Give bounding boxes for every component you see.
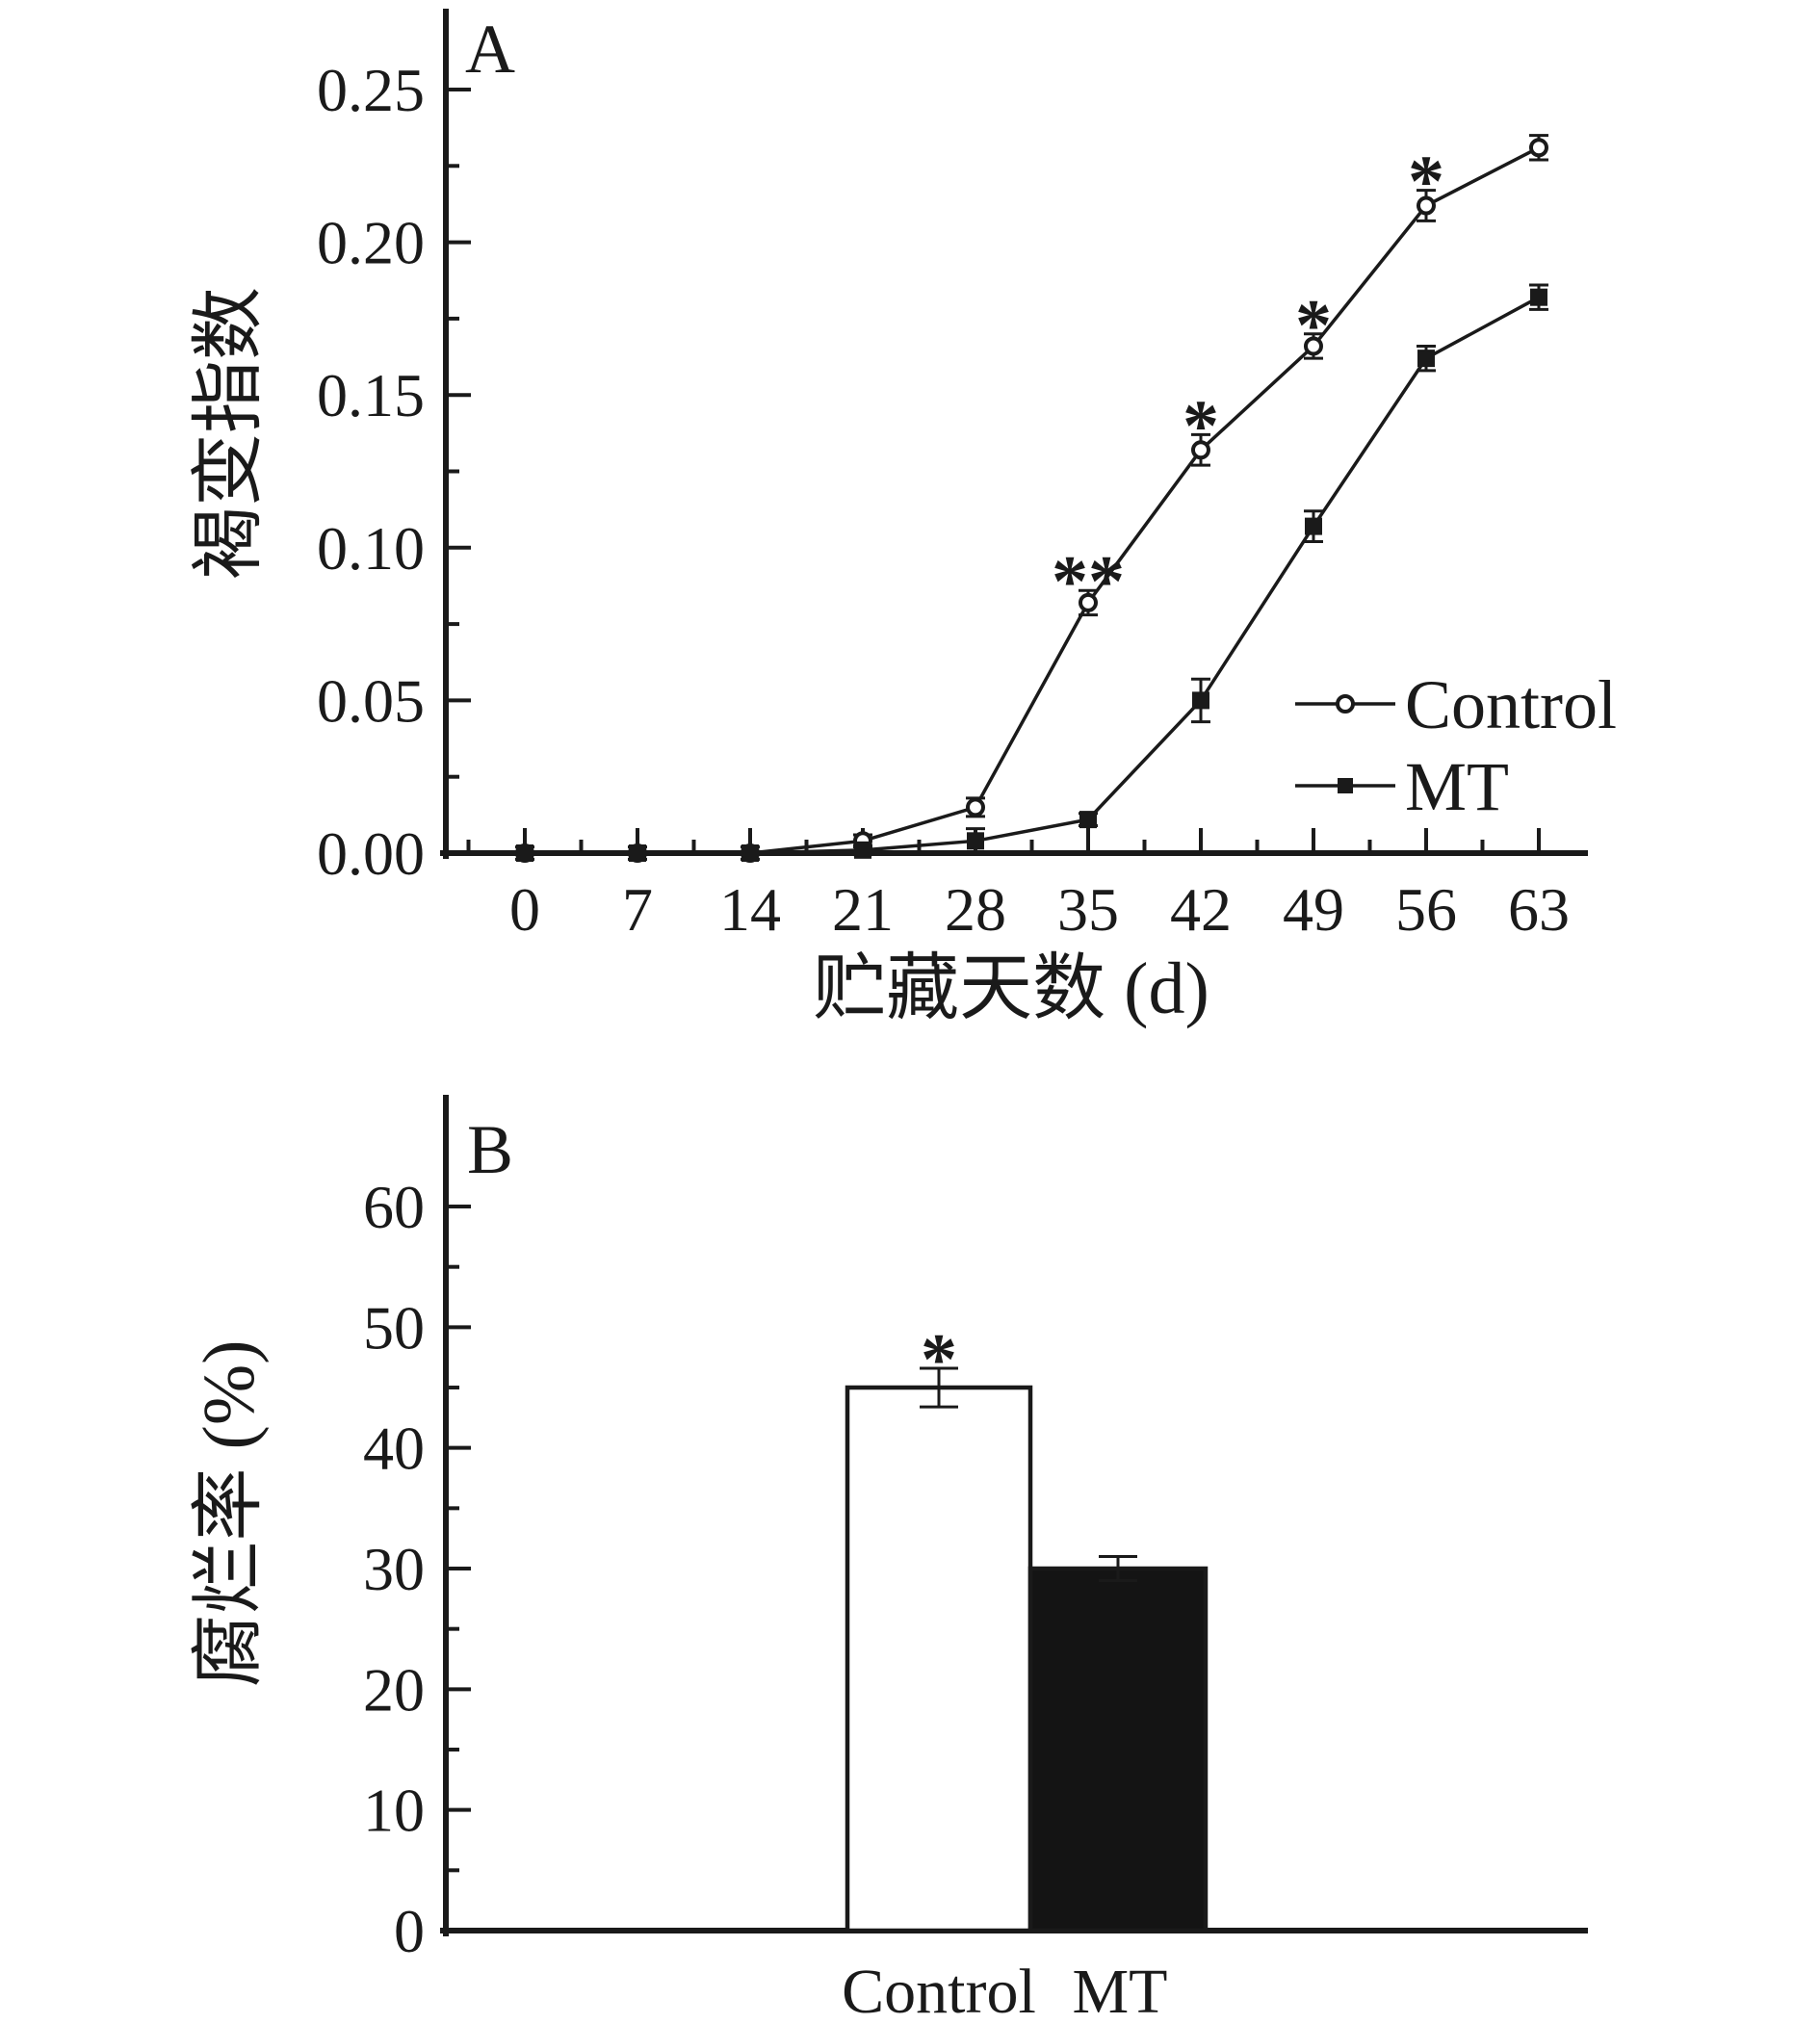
- panel-b-y-tick-label: 30: [363, 1535, 425, 1603]
- panel-a-x-tick-label: 28: [945, 875, 1006, 944]
- panel-b-y-axis-title: 腐烂率 (%): [189, 1340, 270, 1688]
- legend-control-circle-icon: [1336, 694, 1355, 714]
- panel-a-x-tick-label: 21: [832, 875, 894, 944]
- panel-b-y-tick-label: 60: [363, 1173, 425, 1241]
- mt-data-point: [966, 832, 984, 850]
- panel-a-y-tick-label: 0.10: [317, 514, 425, 583]
- panel-a-x-tick-label: 49: [1283, 875, 1344, 944]
- mt-data-point: [1191, 691, 1209, 710]
- panel-b-letter: B: [467, 1111, 513, 1188]
- control-data-point: [1190, 440, 1210, 460]
- mt-data-point: [1529, 288, 1547, 306]
- bar-control: [845, 1385, 1033, 1933]
- control-data-point: [1528, 138, 1548, 158]
- legend-control-label: Control: [1405, 666, 1617, 743]
- panel-b-plot-content: 0 10 20 30 40 50 60 *: [363, 1173, 1209, 1965]
- series-line-mt: [525, 296, 1540, 855]
- mt-data-point: [1304, 517, 1322, 535]
- panel-a-y-tick-label: 0.20: [317, 209, 425, 277]
- legend-mt-square-icon: [1338, 778, 1353, 793]
- panel-a-x-tick-label: 63: [1508, 875, 1570, 944]
- control-data-point: [1078, 592, 1098, 612]
- legend-mt-label: MT: [1405, 748, 1509, 825]
- panel-a-x-tick-label: 0: [509, 875, 540, 944]
- control-data-point: [1416, 195, 1436, 216]
- panel-a-x-tick-label: 42: [1170, 875, 1232, 944]
- bar-category-label-control: Control: [842, 1957, 1036, 2024]
- panel-a-x-tick-label: 7: [622, 875, 653, 944]
- panel-b-y-tick-label: 20: [363, 1655, 425, 1724]
- mt-data-point: [1079, 811, 1097, 829]
- mt-data-point: [516, 844, 533, 862]
- panel-a-y-axis-title: 褐变指数: [189, 287, 270, 580]
- significance-asterisk: *: [1408, 142, 1444, 222]
- mt-data-point: [853, 841, 871, 859]
- panel-b-y-tick-label: 40: [363, 1414, 425, 1483]
- panel-a-x-tick-label: 56: [1395, 875, 1457, 944]
- panel-a-plot-content: 0 7 14 21 28 35 42 49 56 63 0.00 0.05 0.10 0.15 0.20 0.…: [317, 56, 1570, 944]
- control-data-point: [1303, 336, 1323, 356]
- bar-category-label-mt: MT: [1073, 1957, 1168, 2024]
- significance-asterisk: *: [1295, 285, 1332, 366]
- bar-mt: [1027, 1566, 1209, 1933]
- legend: Control MT: [1295, 666, 1617, 825]
- legend-item-control: Control: [1295, 666, 1617, 743]
- panel-a-y-tick-label: 0.25: [317, 56, 425, 124]
- series-line-control: [525, 145, 1540, 855]
- panel-a-letter: A: [465, 11, 515, 88]
- panel-a-x-tick-label: 14: [719, 875, 781, 944]
- significance-asterisk: *: [921, 1319, 957, 1400]
- panel-b-y-tick-label: 0: [394, 1897, 425, 1965]
- panel-b-y-tick-label: 50: [363, 1293, 425, 1362]
- panel-a-y-tick-label: 0.05: [317, 666, 425, 735]
- control-data-point: [965, 797, 985, 817]
- mt-data-point: [741, 844, 759, 862]
- panel-a-y-tick-label: 0.00: [317, 819, 425, 888]
- panel-b-bar-chart: 0 10 20 30 40 50 60 * B 腐烂率 (%) Control MT: [189, 1095, 1588, 2024]
- significance-asterisk: **: [1052, 541, 1125, 622]
- panel-a-line-chart: 0 7 14 21 28 35 42 49 56 63 0.00 0.05 0.10 0.15 0.20 0.…: [189, 9, 1617, 1029]
- mt-data-point: [1417, 350, 1435, 368]
- panel-a-x-axis-title: 贮藏天数 (d): [813, 948, 1209, 1029]
- panel-a-y-tick-label: 0.15: [317, 361, 425, 429]
- significance-asterisk: *: [1183, 385, 1219, 466]
- mt-data-point: [628, 844, 646, 862]
- legend-item-mt: MT: [1295, 748, 1509, 825]
- panel-a-x-tick-label: 35: [1057, 875, 1119, 944]
- panel-b-y-tick-label: 10: [363, 1777, 425, 1845]
